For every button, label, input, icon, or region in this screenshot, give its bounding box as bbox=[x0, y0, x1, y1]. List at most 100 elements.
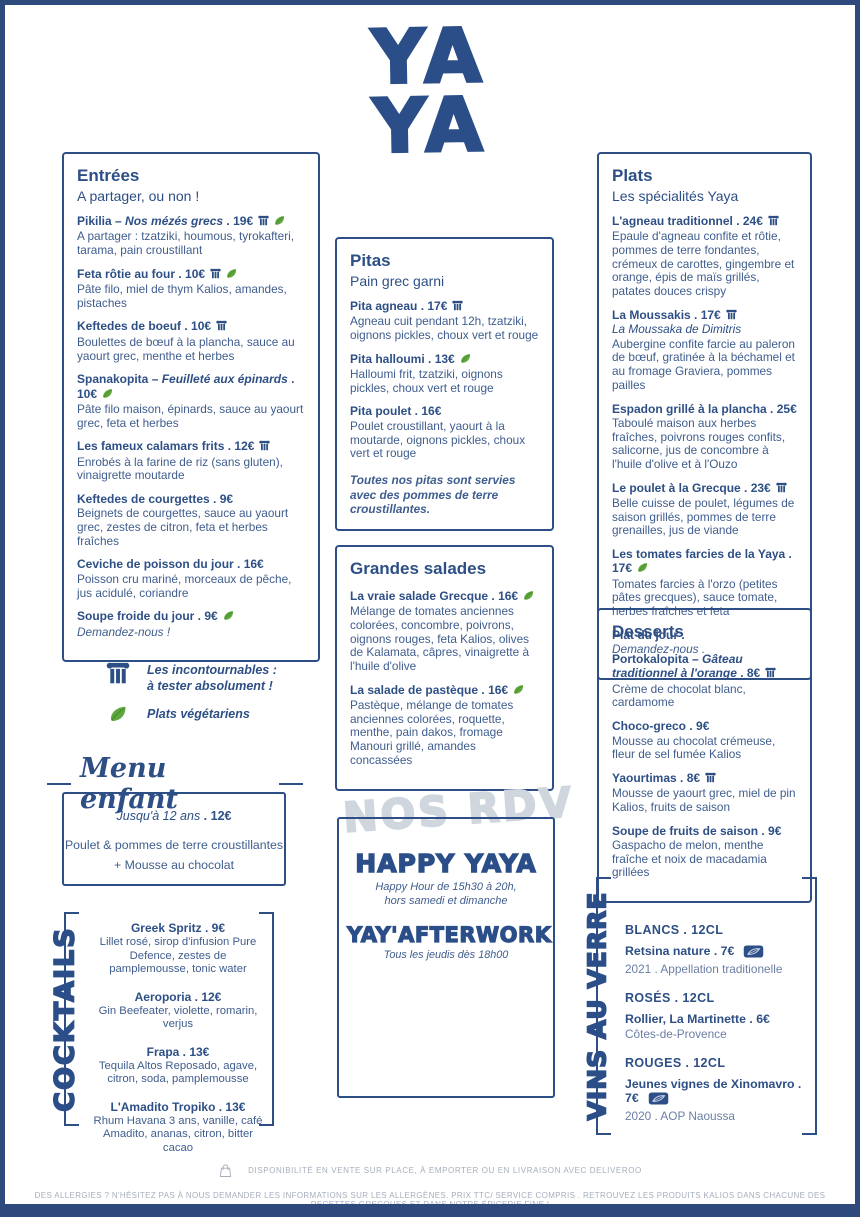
menu-item: Pita halloumi . 13€ Halloumi frit, tzatz… bbox=[350, 352, 539, 396]
section-menu-enfant: Jusqu'à 12 ans . 12€ Poulet & pommes de … bbox=[62, 792, 286, 886]
menu-item-description: Crème de chocolat blanc, cardamome bbox=[612, 681, 746, 710]
column-icon bbox=[705, 772, 716, 786]
menu-item-price: . 9€ bbox=[194, 609, 218, 624]
menu-item-price: . 17€ bbox=[690, 307, 721, 322]
menu-item-icons bbox=[97, 387, 113, 401]
menu-item-description: Halloumi frit, tzatziki, oignons pickles… bbox=[350, 367, 503, 395]
section-entrees: Entrées A partager, ou non ! Pikilia – N… bbox=[62, 152, 320, 663]
section-grandes-salades: Grandes salades La vraie salade Grecque … bbox=[335, 545, 554, 791]
menu-item-title: Les fameux calamars frits bbox=[77, 439, 225, 454]
menu-item-price: . 16€ bbox=[488, 589, 519, 603]
menu-item: Yaourtimas . 8€ Mousse de yaourt grec, m… bbox=[612, 771, 797, 815]
menu-item-price: . 9€ bbox=[686, 719, 710, 734]
menu-item: Les tomates farcies de la Yaya . 17€ Tom… bbox=[612, 547, 797, 619]
cocktail-name: Aeroporia . 12€ bbox=[89, 990, 267, 1004]
menu-item-icons bbox=[218, 609, 234, 623]
section-vins-au-verre: BLANCS . 12CL Retsina nature . 7€ 2021 .… bbox=[625, 923, 815, 1138]
menu-item-description: Tomates farcies à l'orzo (petites pâtes … bbox=[612, 576, 778, 619]
legend-incontournables: Les incontournables :à tester absolument… bbox=[105, 661, 305, 695]
legend-vegetarien: Plats végétariens bbox=[105, 705, 305, 728]
menu-item-head: Pita poulet . 16€ bbox=[350, 404, 539, 418]
menu-item-icons bbox=[771, 481, 787, 495]
leaf-icon bbox=[513, 684, 524, 698]
menu-item-head: Pita halloumi . 13€ bbox=[350, 352, 539, 367]
menu-item-description-italic: Demandez-nous . bbox=[612, 642, 706, 657]
plats-items: L'agneau traditionnel . 24€ Epaule d'agn… bbox=[612, 214, 797, 657]
menu-item: Portokalopita – Gâteau traditionnel à l'… bbox=[612, 652, 797, 710]
menu-item-icons bbox=[763, 214, 779, 228]
wine-price: . 7€ bbox=[710, 944, 735, 958]
cocktail-name: L'Amadito Tropiko . 13€ bbox=[89, 1100, 267, 1114]
section-nos-rdv: HAPPY YAYA Happy Hour de 15h30 à 20h, hor… bbox=[337, 817, 555, 1098]
footer-availability-text: DISPONIBILITÉ EN VENTE SUR PLACE, À EMPO… bbox=[248, 1166, 642, 1175]
cocktail-price: . 13€ bbox=[179, 1044, 210, 1059]
wine-price: . 6€ bbox=[745, 1012, 770, 1026]
column-icon bbox=[105, 661, 131, 690]
menu-item-icons bbox=[211, 319, 227, 333]
cocktails-vertical-title: COCKTAILS bbox=[49, 925, 82, 1112]
menu-enfant-age: Jusqu'à 12 ans . 12€ bbox=[116, 809, 232, 823]
menu-item-description: Beignets de courgettes, sauce au yaourt … bbox=[77, 506, 289, 548]
menu-item-icons bbox=[518, 589, 534, 603]
cocktail-price: . 13€ bbox=[215, 1099, 246, 1114]
menu-item-description: Pâte filo, miel de thym Kalios, amandes,… bbox=[77, 282, 287, 310]
menu-item-head: Keftedes de boeuf . 10€ bbox=[77, 319, 305, 334]
cocktail-item: Greek Spritz . 9€ Lillet rosé, sirop d'i… bbox=[89, 921, 267, 977]
cocktail-description: Lillet rosé, sirop d'infusion Pure Defen… bbox=[99, 936, 257, 976]
menu-item-price: . 10€ bbox=[175, 266, 206, 281]
menu-item: Le poulet à la Grecque . 23€ Belle cuiss… bbox=[612, 481, 797, 538]
wine-name: Jeunes vignes de Xinomavro . 7€ bbox=[625, 1077, 815, 1108]
menu-item-title: Keftedes de courgettes bbox=[77, 492, 210, 507]
menu-item-title-italic: – Nos mézés grecs bbox=[111, 214, 224, 228]
cocktail-price: . 12€ bbox=[191, 989, 222, 1004]
section-title: Pitas bbox=[350, 251, 391, 270]
menu-item: Ceviche de poisson du jour . 16€ Poisson… bbox=[77, 557, 305, 600]
menu-item-head: La vraie salade Grecque . 16€ bbox=[350, 589, 539, 604]
menu-item-description: Taboulé maison aux herbes fraîches, poiv… bbox=[612, 415, 786, 471]
menu-item-description: Mousse de yaourt grec, miel de pin Kalio… bbox=[612, 786, 796, 814]
menu-item-head: Soupe froide du jour . 9€ bbox=[77, 609, 305, 624]
wine-subtitle: 2021 . Appellation traditionelle bbox=[625, 962, 783, 976]
menu-item-icons bbox=[205, 267, 237, 281]
column-icon bbox=[259, 440, 271, 454]
section-title: Plats bbox=[612, 166, 653, 185]
menu-item-title: Pita poulet bbox=[350, 404, 412, 419]
menu-item-price: . 9€ bbox=[758, 823, 782, 838]
wine-name: Retsina nature . 7€ bbox=[625, 944, 815, 961]
cocktail-description: Tequila Altos Reposado, agave, citron, s… bbox=[98, 1059, 258, 1086]
afterwork-subtitle: Tous les jeudis dès 18h00 bbox=[383, 948, 509, 961]
column-icon bbox=[216, 320, 227, 334]
cocktail-item: L'Amadito Tropiko . 13€ Rhum Havana 3 an… bbox=[89, 1100, 267, 1156]
column-icon bbox=[776, 482, 787, 496]
organic-badge-icon bbox=[648, 1092, 669, 1108]
afterwork-title: YAY'AFTERWORK bbox=[346, 922, 552, 947]
menu-item-title: Le poulet à la Grecque bbox=[612, 480, 741, 495]
column-icon bbox=[726, 309, 737, 323]
vins-groups: BLANCS . 12CL Retsina nature . 7€ 2021 .… bbox=[625, 923, 815, 1123]
menu-item-price: . 9€ bbox=[209, 492, 234, 507]
menu-item: Soupe de fruits de saison . 9€ Gaspacho … bbox=[612, 824, 797, 880]
menu-item-price: . bbox=[678, 627, 685, 642]
menu-item-head: Plat du jour . bbox=[612, 628, 797, 642]
menu-item-description: Mélange de tomates anciennes colorées, c… bbox=[350, 604, 530, 674]
takeaway-bag-icon bbox=[218, 1163, 233, 1178]
leaf-icon bbox=[105, 705, 131, 728]
menu-item-title: La Moussakis bbox=[612, 307, 691, 322]
cocktail-item: Aeroporia . 12€ Gin Beefeater, violette,… bbox=[89, 990, 267, 1032]
menu-item-description-italic: Demandez-nous ! bbox=[77, 624, 171, 639]
wine-subtitle: Côtes-de-Provence bbox=[625, 1027, 727, 1041]
menu-item-head: Le poulet à la Grecque . 23€ bbox=[612, 481, 797, 496]
wine-price: . 7€ bbox=[625, 1077, 802, 1105]
section-subtitle: Les spécialités Yaya bbox=[612, 188, 739, 204]
menu-item-title: L'agneau traditionnel bbox=[612, 214, 733, 228]
menu-item-head: La Moussakis . 17€ bbox=[612, 308, 797, 323]
menu-item: Feta rôtie au four . 10€ Pâte filo, miel… bbox=[77, 267, 305, 311]
menu-item-icons bbox=[632, 561, 648, 575]
menu-item: Soupe froide du jour . 9€ Demandez-nous … bbox=[77, 609, 305, 639]
wine-category-header: ROSÉS . 12CL bbox=[625, 991, 715, 1005]
menu-item-title: Plat du jour bbox=[612, 627, 678, 642]
menu-item: La Moussakis . 17€ La Moussaka de Dimitr… bbox=[612, 308, 797, 393]
menu-item-title-italic: – Gâteau traditionnel à l'orange bbox=[612, 652, 743, 681]
cocktail-title: Greek Spritz bbox=[130, 921, 202, 935]
